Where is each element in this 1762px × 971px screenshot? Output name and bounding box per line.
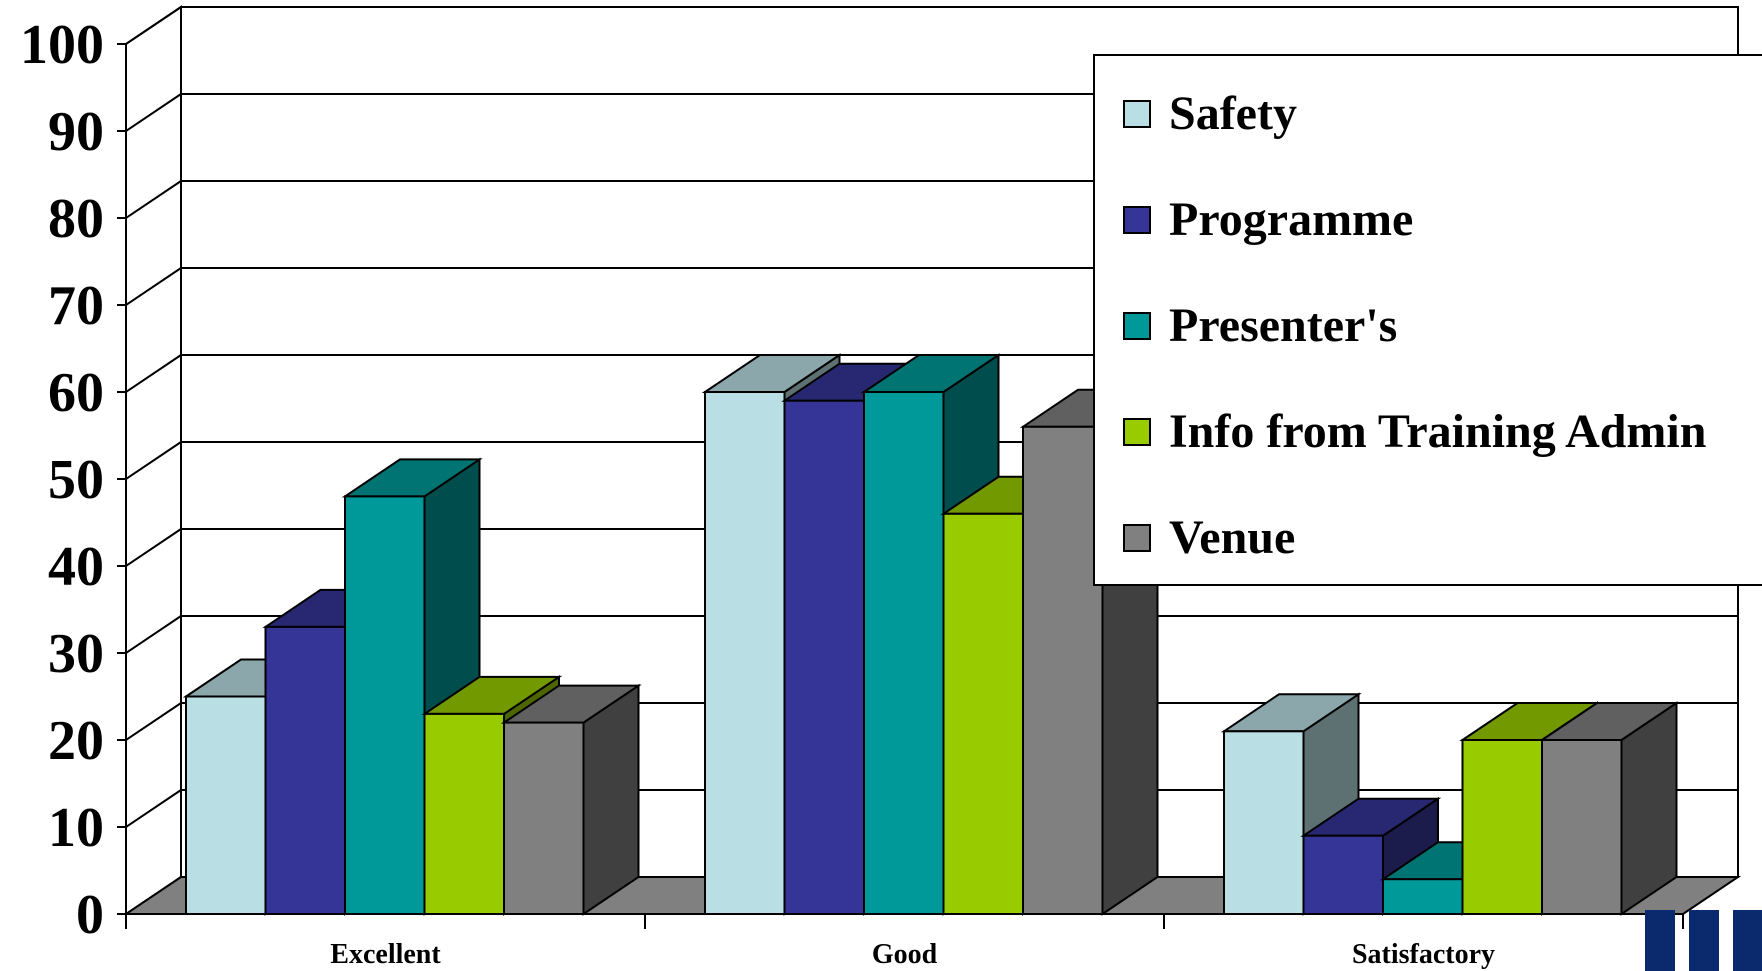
legend-swatch xyxy=(1123,417,1151,446)
bar-front xyxy=(704,391,786,915)
legend-item: Info from Training Admin xyxy=(1123,404,1706,459)
y-tick-label: 20 xyxy=(48,710,104,772)
bar-front xyxy=(1541,739,1623,915)
x-category-label: Good xyxy=(872,939,938,970)
legend-item: Safety xyxy=(1123,86,1297,141)
x-category-labels: Excellent Good Satisfactory xyxy=(330,939,1495,970)
gridline-side xyxy=(125,93,182,132)
bar-front xyxy=(1382,878,1464,916)
y-tick-label: 30 xyxy=(48,623,104,685)
gridline-side xyxy=(125,789,182,828)
bar-front xyxy=(863,391,945,915)
y-tick-label: 80 xyxy=(48,188,104,250)
gridline-side xyxy=(125,528,182,567)
y-tick-label: 10 xyxy=(48,797,104,859)
x-category-label: Excellent xyxy=(330,939,441,970)
y-tick-label: 40 xyxy=(48,536,104,598)
bar-front xyxy=(1302,834,1384,916)
y-tick-label: 100 xyxy=(20,14,104,76)
gridline-side xyxy=(125,354,182,393)
legend-label: Info from Training Admin xyxy=(1169,405,1707,458)
legend-swatch xyxy=(1123,311,1151,340)
legend-item: Venue xyxy=(1123,510,1295,565)
legend-swatch xyxy=(1123,99,1151,128)
legend-label: Venue xyxy=(1169,511,1296,564)
bar-front xyxy=(423,712,505,916)
bar-front xyxy=(783,399,865,915)
bar-side xyxy=(582,683,640,916)
bar-front xyxy=(264,625,346,916)
y-tick-label: 70 xyxy=(48,275,104,337)
logo xyxy=(1645,910,1762,971)
legend: Safety Programme Presenter's Info from Trai… xyxy=(1093,54,1762,586)
x-category-label: Satisfactory xyxy=(1352,939,1495,970)
axes xyxy=(117,43,1684,929)
gridline-side xyxy=(125,180,182,219)
bars xyxy=(182,353,1680,916)
bar-front xyxy=(344,495,426,915)
y-tick-labels: 0 10 20 30 40 50 60 70 80 90 100 xyxy=(20,14,104,946)
bar-front xyxy=(1022,425,1104,915)
bar-front xyxy=(1461,739,1543,915)
legend-item: Presenter's xyxy=(1123,298,1397,353)
bar-front xyxy=(503,721,585,915)
y-tick-label: 0 xyxy=(76,884,104,946)
legend-label: Presenter's xyxy=(1169,299,1398,352)
y-tick-label: 90 xyxy=(48,101,104,163)
legend-label: Programme xyxy=(1169,193,1414,246)
bar-front xyxy=(185,695,267,915)
bar-front xyxy=(1223,730,1305,915)
legend-label: Safety xyxy=(1169,87,1297,140)
gridline-side xyxy=(125,702,182,741)
legend-swatch xyxy=(1123,205,1151,234)
gridline-side xyxy=(125,441,182,480)
gridline-side xyxy=(125,615,182,654)
gridline-side xyxy=(125,6,182,45)
legend-item: Programme xyxy=(1123,192,1413,247)
gridline-side xyxy=(125,267,182,306)
bar xyxy=(500,683,642,916)
y-tick-label: 60 xyxy=(48,362,104,424)
bar xyxy=(1538,701,1680,916)
legend-swatch xyxy=(1123,523,1151,552)
bar-front xyxy=(942,512,1024,915)
y-tick-label: 50 xyxy=(48,449,104,511)
